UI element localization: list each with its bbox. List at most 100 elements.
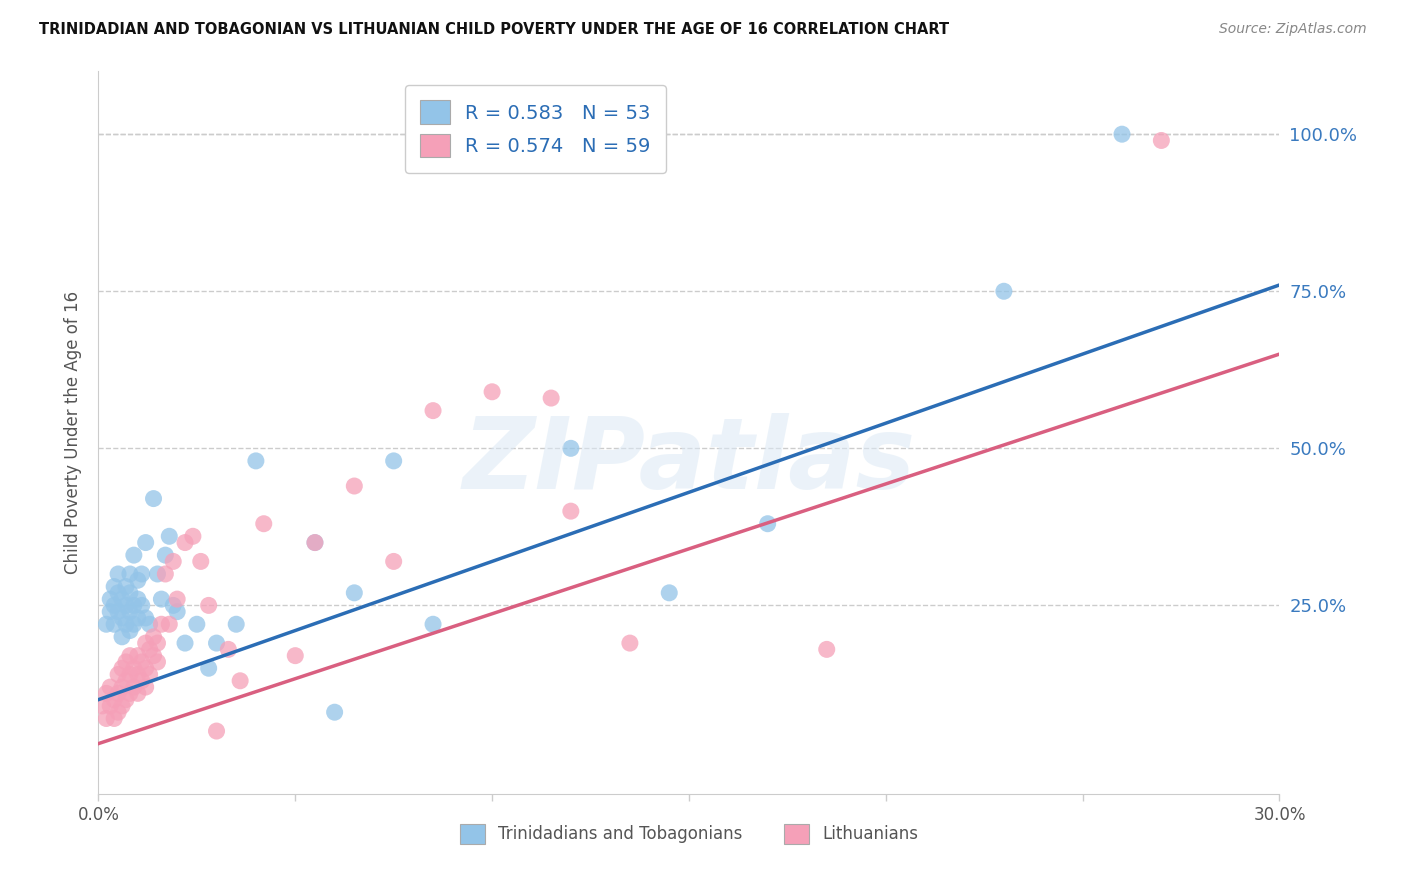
Text: ZIPatlas: ZIPatlas (463, 413, 915, 510)
Point (96, 686, 118, 700)
Point (135, 680, 157, 694)
Point (225, 617, 247, 632)
Point (1111, 127, 1133, 141)
Point (150, 592, 173, 607)
Point (118, 566, 141, 581)
Point (98, 698, 121, 713)
Point (157, 529, 180, 543)
Point (127, 667, 149, 681)
Point (155, 566, 177, 581)
Point (118, 586, 141, 600)
Point (304, 535, 326, 549)
Point (382, 554, 405, 568)
Point (107, 605, 129, 619)
Point (422, 617, 444, 632)
Point (138, 617, 160, 632)
Point (1150, 133, 1173, 147)
Point (422, 403, 444, 417)
Point (174, 636, 197, 650)
Point (103, 580, 125, 594)
Point (284, 648, 307, 663)
Legend: Trinidadians and Tobagonians, Lithuanians: Trinidadians and Tobagonians, Lithuanian… (453, 817, 925, 851)
Point (118, 605, 141, 619)
Point (560, 442, 582, 456)
Point (103, 692, 125, 706)
Point (157, 617, 180, 632)
Point (111, 630, 134, 644)
Point (103, 617, 125, 632)
Point (138, 667, 160, 681)
Point (115, 655, 138, 669)
Point (155, 548, 177, 562)
Point (343, 586, 366, 600)
Point (118, 648, 141, 663)
Point (131, 599, 153, 613)
Point (115, 673, 138, 688)
Point (304, 535, 326, 549)
Point (162, 599, 184, 613)
Point (98, 680, 121, 694)
Point (142, 630, 165, 644)
Point (481, 384, 503, 399)
Point (146, 566, 169, 581)
Point (815, 642, 838, 657)
Point (197, 661, 219, 675)
Point (162, 554, 184, 568)
Point (107, 705, 129, 719)
Point (197, 599, 219, 613)
Point (115, 617, 138, 632)
Point (111, 592, 134, 607)
Point (993, 285, 1015, 299)
Point (122, 548, 145, 562)
Point (560, 504, 582, 518)
Point (118, 667, 141, 681)
Point (115, 692, 138, 706)
Point (756, 516, 779, 531)
Point (103, 711, 125, 725)
Point (343, 479, 366, 493)
Point (217, 642, 239, 657)
Point (205, 636, 228, 650)
Point (323, 705, 346, 719)
Point (229, 673, 252, 688)
Point (115, 599, 138, 613)
Point (166, 605, 188, 619)
Point (127, 574, 149, 588)
Point (111, 611, 134, 625)
Point (181, 529, 204, 543)
Point (619, 636, 641, 650)
Point (127, 611, 149, 625)
Point (122, 599, 145, 613)
Point (205, 724, 228, 739)
Point (111, 680, 134, 694)
Point (245, 454, 267, 468)
Text: TRINIDADIAN AND TOBAGONIAN VS LITHUANIAN CHILD POVERTY UNDER THE AGE OF 16 CORRE: TRINIDADIAN AND TOBAGONIAN VS LITHUANIAN… (39, 22, 949, 37)
Point (96, 617, 118, 632)
Text: Source: ZipAtlas.com: Source: ZipAtlas.com (1219, 22, 1367, 37)
Point (190, 554, 212, 568)
Point (131, 655, 153, 669)
Point (138, 642, 160, 657)
Point (98, 605, 121, 619)
Point (111, 698, 134, 713)
Point (142, 648, 165, 663)
Point (107, 667, 129, 681)
Point (107, 686, 129, 700)
Point (135, 636, 157, 650)
Point (96, 711, 118, 725)
Point (111, 661, 134, 675)
Point (135, 535, 157, 549)
Point (107, 586, 129, 600)
Point (115, 580, 138, 594)
Point (166, 592, 188, 607)
Y-axis label: Child Poverty Under the Age of 16: Child Poverty Under the Age of 16 (63, 291, 82, 574)
Point (91, 698, 114, 713)
Point (382, 454, 405, 468)
Point (103, 599, 125, 613)
Point (122, 617, 145, 632)
Point (122, 680, 145, 694)
Point (150, 617, 173, 632)
Point (131, 673, 153, 688)
Point (118, 624, 141, 638)
Point (127, 686, 149, 700)
